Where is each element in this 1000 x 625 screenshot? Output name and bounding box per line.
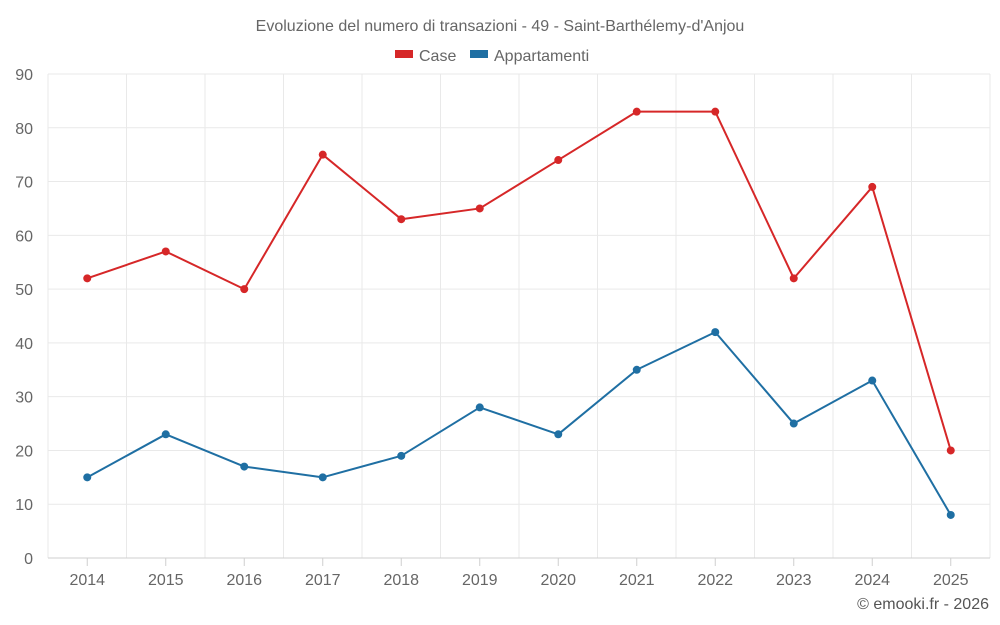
legend-swatch-case bbox=[395, 50, 413, 58]
data-point-case-2018[interactable] bbox=[397, 215, 406, 224]
y-tick-label: 90 bbox=[15, 67, 33, 84]
x-tick-label: 2014 bbox=[69, 572, 105, 589]
data-point-case-2016[interactable] bbox=[240, 285, 249, 294]
y-tick-label: 10 bbox=[15, 497, 33, 514]
credit-text: © emooki.fr - 2026 bbox=[857, 596, 989, 613]
data-point-appartamenti-2024[interactable] bbox=[868, 376, 877, 385]
axes: 0 10 20 30 40 50 60 70 80 90 2014 2015 2016 2017 2018 2… bbox=[15, 67, 990, 589]
data-point-case-2019[interactable] bbox=[475, 204, 484, 213]
y-tick-label: 40 bbox=[15, 336, 33, 353]
data-point-case-2020[interactable] bbox=[554, 156, 563, 165]
grid bbox=[47, 73, 991, 558]
data-point-case-2015[interactable] bbox=[161, 247, 170, 256]
data-point-appartamenti-2017[interactable] bbox=[318, 473, 327, 482]
data-point-appartamenti-2014[interactable] bbox=[83, 473, 92, 482]
x-tick-label: 2025 bbox=[933, 572, 969, 589]
y-tick-label: 30 bbox=[15, 390, 33, 407]
y-tick-label: 60 bbox=[15, 228, 33, 245]
legend-label-appartamenti[interactable]: Appartamenti bbox=[494, 48, 589, 65]
data-point-appartamenti-2018[interactable] bbox=[397, 451, 406, 460]
x-tick-label: 2024 bbox=[854, 572, 890, 589]
data-point-appartamenti-2015[interactable] bbox=[161, 430, 170, 439]
legend-swatch-appartamenti bbox=[470, 50, 488, 58]
y-tick-label: 80 bbox=[15, 121, 33, 138]
x-tick-label: 2016 bbox=[226, 572, 262, 589]
data-point-appartamenti-2025[interactable] bbox=[946, 510, 955, 519]
data-point-case-2017[interactable] bbox=[318, 150, 327, 159]
series-line-case bbox=[86, 110, 952, 451]
x-tick-label: 2021 bbox=[619, 572, 655, 589]
data-point-case-2024[interactable] bbox=[868, 182, 877, 191]
data-point-appartamenti-2019[interactable] bbox=[475, 403, 484, 412]
x-tick-label: 2023 bbox=[776, 572, 812, 589]
data-point-case-2022[interactable] bbox=[711, 107, 720, 116]
data-point-case-2021[interactable] bbox=[632, 107, 641, 116]
y-tick-label: 50 bbox=[15, 282, 33, 299]
data-point-appartamenti-2020[interactable] bbox=[554, 430, 563, 439]
chart-title: Evoluzione del numero di transazioni - 4… bbox=[256, 18, 745, 35]
data-point-appartamenti-2023[interactable] bbox=[789, 419, 798, 428]
x-tick-label: 2019 bbox=[462, 572, 498, 589]
x-tick-label: 2018 bbox=[383, 572, 419, 589]
y-tick-label: 20 bbox=[15, 443, 33, 460]
data-point-appartamenti-2016[interactable] bbox=[240, 462, 249, 471]
y-tick-label: 0 bbox=[24, 551, 33, 568]
data-point-appartamenti-2022[interactable] bbox=[711, 328, 720, 337]
x-tick-label: 2017 bbox=[305, 572, 341, 589]
data-point-appartamenti-2021[interactable] bbox=[632, 365, 641, 374]
legend-label-case[interactable]: Case bbox=[419, 48, 456, 65]
data-point-case-2025[interactable] bbox=[946, 446, 955, 455]
x-tick-label: 2022 bbox=[697, 572, 733, 589]
x-tick-label: 2020 bbox=[540, 572, 576, 589]
series bbox=[83, 107, 955, 519]
data-point-case-2023[interactable] bbox=[789, 274, 798, 283]
legend: Case Appartamenti bbox=[395, 48, 589, 65]
series-line-appartamenti bbox=[86, 331, 952, 516]
x-tick-label: 2015 bbox=[148, 572, 184, 589]
y-tick-label: 70 bbox=[15, 175, 33, 192]
data-point-case-2014[interactable] bbox=[83, 274, 92, 283]
